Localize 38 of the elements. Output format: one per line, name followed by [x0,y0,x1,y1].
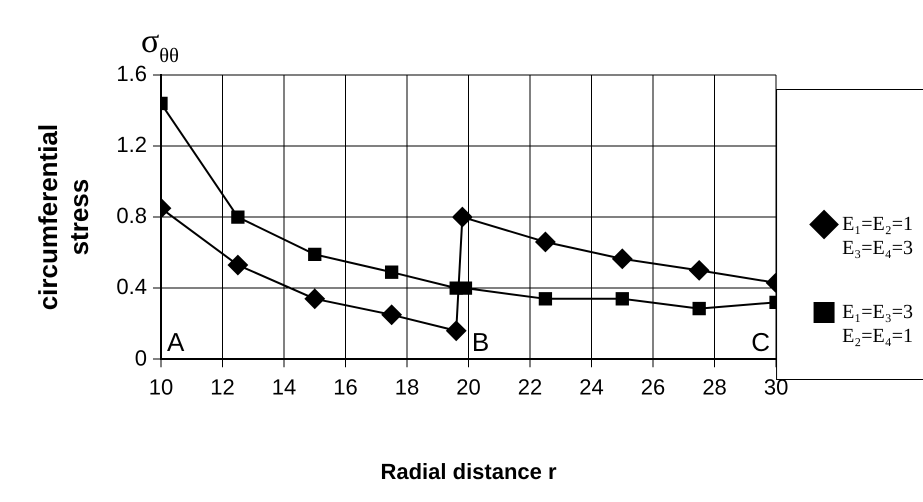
x-tick-label: 10 [148,374,174,400]
y-tick-label: 0.8 [116,203,147,228]
y-tick-label: 1.6 [116,61,147,86]
legend-label: E₁=E₃=3 E₂=E₄=1 [842,300,913,347]
point [689,260,710,280]
annotation: C [751,327,770,358]
x-tick-label: 16 [333,374,358,400]
x-tick-label: 30 [764,374,788,400]
x-tick-label: 28 [702,374,727,400]
point [612,248,632,269]
legend-label: E₁=E₂=1 E₃=E₄=3 [842,212,913,259]
point [616,292,629,306]
point [231,210,245,224]
annotation: A [166,327,185,358]
point [228,255,248,276]
annotation: B [472,327,490,358]
y-axis-title: circumferential stress [32,124,94,310]
x-tick-label: 14 [272,374,296,400]
y-tick-label: 0.4 [116,274,147,300]
x-tick-label: 12 [210,374,235,400]
y-tick-label: 1.2 [116,132,147,158]
y-tick-label: 0 [134,345,147,370]
point [535,232,556,252]
point [304,288,325,309]
x-tick-label: 22 [518,374,542,400]
point [458,281,472,295]
x-tick-label: 24 [579,374,604,400]
point [382,304,402,325]
x-tick-label: 20 [456,374,481,400]
point [308,248,322,262]
x-axis-title: Radial distance r [380,458,557,484]
x-tick-label: 26 [640,374,666,400]
point [692,302,706,316]
point [538,292,552,306]
x-tick-label: 18 [394,374,420,400]
point [452,207,472,228]
point [384,266,398,279]
point [446,320,466,341]
